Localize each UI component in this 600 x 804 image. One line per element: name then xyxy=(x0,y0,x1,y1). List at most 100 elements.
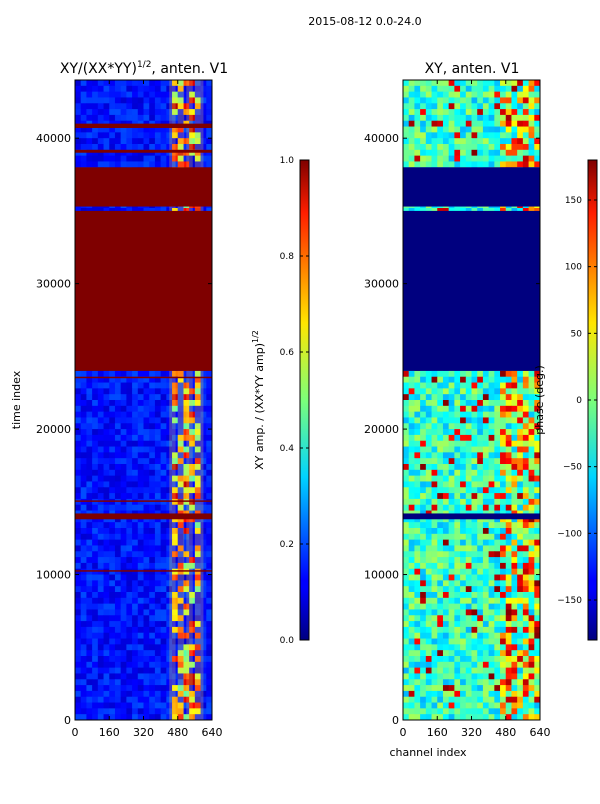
heatmap-cell xyxy=(534,575,540,581)
heatmap-cell xyxy=(121,493,127,499)
heatmap-cell xyxy=(409,97,415,103)
heatmap-cell xyxy=(403,580,409,586)
heatmap-cell xyxy=(506,563,512,569)
heatmap-cell xyxy=(409,109,415,115)
heatmap-cell xyxy=(75,493,81,499)
heatmap-cell xyxy=(132,708,138,714)
heatmap-cell xyxy=(500,86,506,92)
heatmap-cell xyxy=(138,371,144,377)
heatmap-cell xyxy=(144,703,150,709)
heatmap-cell xyxy=(443,551,449,557)
heatmap-cell xyxy=(437,109,443,115)
heatmap-cell xyxy=(121,109,127,115)
heatmap-cell xyxy=(104,441,110,447)
heatmap-cell xyxy=(437,388,443,394)
heatmap-cell xyxy=(75,569,81,575)
heatmap-cell xyxy=(529,447,535,453)
heatmap-cell xyxy=(409,505,415,511)
heatmap-cell xyxy=(517,377,523,383)
heatmap-cell xyxy=(420,447,426,453)
heatmap-cell xyxy=(403,161,409,167)
heatmap-cell xyxy=(500,563,506,569)
heatmap-cell xyxy=(477,592,483,598)
heatmap-cell xyxy=(92,417,98,423)
heatmap-cell xyxy=(449,604,455,610)
heatmap-cell xyxy=(92,575,98,581)
heatmap-cell xyxy=(437,540,443,546)
heatmap-cell xyxy=(109,97,115,103)
heatmap-cell xyxy=(138,697,144,703)
heatmap-cell xyxy=(161,132,167,138)
heatmap-cell xyxy=(489,604,495,610)
heatmap-cell xyxy=(443,103,449,109)
heatmap-cell xyxy=(437,406,443,412)
heatmap-cell xyxy=(432,592,438,598)
heatmap-cell xyxy=(472,563,478,569)
heatmap-cell xyxy=(460,121,466,127)
heatmap-cell xyxy=(155,115,161,121)
heatmap-cell xyxy=(109,464,115,470)
heatmap-cell xyxy=(126,412,132,418)
heatmap-cell xyxy=(155,388,161,394)
heatmap-cell xyxy=(81,703,87,709)
heatmap-cell xyxy=(529,464,535,470)
heatmap-cell xyxy=(121,685,127,691)
heatmap-cell xyxy=(75,621,81,627)
heatmap-cell xyxy=(161,604,167,610)
heatmap-cell xyxy=(132,540,138,546)
heatmap-cell xyxy=(466,592,472,598)
heatmap-cell xyxy=(86,400,92,406)
heatmap-cell xyxy=(460,505,466,511)
heatmap-cell xyxy=(460,528,466,534)
heatmap-cell xyxy=(472,528,478,534)
heatmap-cell xyxy=(432,557,438,563)
heatmap-cell xyxy=(517,493,523,499)
heatmap-cell xyxy=(149,476,155,482)
heatmap-cell xyxy=(138,650,144,656)
heatmap-cell xyxy=(437,609,443,615)
heatmap-cell xyxy=(500,493,506,499)
heatmap-cell xyxy=(206,103,212,109)
heatmap-cell xyxy=(206,586,212,592)
heatmap-cell xyxy=(132,557,138,563)
heatmap-cell xyxy=(149,563,155,569)
heatmap-cell xyxy=(138,679,144,685)
heatmap-cell xyxy=(98,144,104,150)
heatmap-cell xyxy=(86,423,92,429)
heatmap-cell xyxy=(98,697,104,703)
amplitude-colorbar-gradient xyxy=(300,160,309,640)
heatmap-cell xyxy=(414,103,420,109)
heatmap-cell xyxy=(506,540,512,546)
heatmap-cell xyxy=(104,423,110,429)
heatmap-cell xyxy=(132,551,138,557)
heatmap-cell xyxy=(432,97,438,103)
heatmap-cell xyxy=(477,447,483,453)
heatmap-cell xyxy=(437,161,443,167)
heatmap-cell xyxy=(161,388,167,394)
heatmap-cell xyxy=(454,127,460,133)
heatmap-cell xyxy=(115,505,121,511)
heatmap-cell xyxy=(494,493,500,499)
heatmap-cell xyxy=(155,103,161,109)
heatmap-cell xyxy=(460,609,466,615)
heatmap-cell xyxy=(432,580,438,586)
heatmap-cell xyxy=(454,540,460,546)
heatmap-cell xyxy=(437,493,443,499)
heatmap-cell xyxy=(409,627,415,633)
heatmap-cell xyxy=(155,412,161,418)
heatmap-cell xyxy=(155,476,161,482)
heatmap-cell xyxy=(138,668,144,674)
heatmap-cell xyxy=(472,604,478,610)
heatmap-cell xyxy=(449,161,455,167)
heatmap-cell xyxy=(506,493,512,499)
heatmap-cell xyxy=(206,609,212,615)
heatmap-cell xyxy=(144,97,150,103)
heatmap-cell xyxy=(426,144,432,150)
heatmap-cell xyxy=(466,481,472,487)
heatmap-cell xyxy=(92,633,98,639)
heatmap-cell xyxy=(466,447,472,453)
heatmap-cell xyxy=(437,115,443,121)
heatmap-cell xyxy=(449,86,455,92)
heatmap-cell xyxy=(138,429,144,435)
heatmap-cell xyxy=(75,557,81,563)
